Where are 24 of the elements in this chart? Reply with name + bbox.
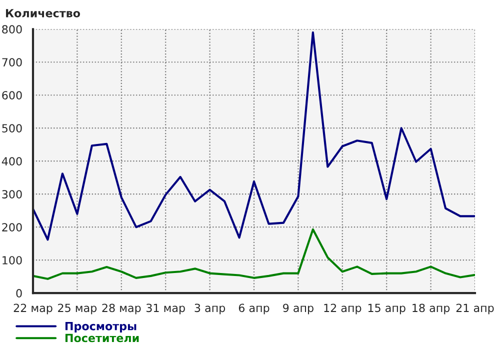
x-tick-label: 3 апр <box>194 304 226 314</box>
y-tick-label: 300 <box>2 190 22 198</box>
y-tick-label: 400 <box>2 157 22 166</box>
line-series <box>33 228 475 280</box>
x-tick-label: 21 апр <box>456 304 494 314</box>
y-tick-label: 800 <box>2 25 22 34</box>
y-tick-label: 600 <box>2 91 22 100</box>
y-tick-label: 0 <box>16 289 22 298</box>
x-tick-label: 9 апр <box>283 304 314 314</box>
legend-label: Посетители <box>65 334 139 342</box>
x-tick-label: 25 мар <box>58 304 97 314</box>
x-tick-label: 15 апр <box>368 304 406 314</box>
y-tick-label: 700 <box>2 58 22 67</box>
x-tick-label: 18 апр <box>412 304 450 314</box>
y-tick-label: 500 <box>2 124 22 132</box>
x-tick-label: 12 апр <box>324 304 362 314</box>
y-axis-title: Количество <box>6 9 80 18</box>
x-tick-label: 6 апр <box>238 304 270 314</box>
x-tick-label: 28 мар <box>102 304 141 314</box>
x-tick-label: 31 мар <box>146 304 185 314</box>
legend-label: Просмотры <box>65 322 136 332</box>
y-tick-label: 100 <box>2 256 22 264</box>
y-tick-label: 200 <box>2 223 22 232</box>
x-tick-label: 22 мар <box>14 304 52 314</box>
